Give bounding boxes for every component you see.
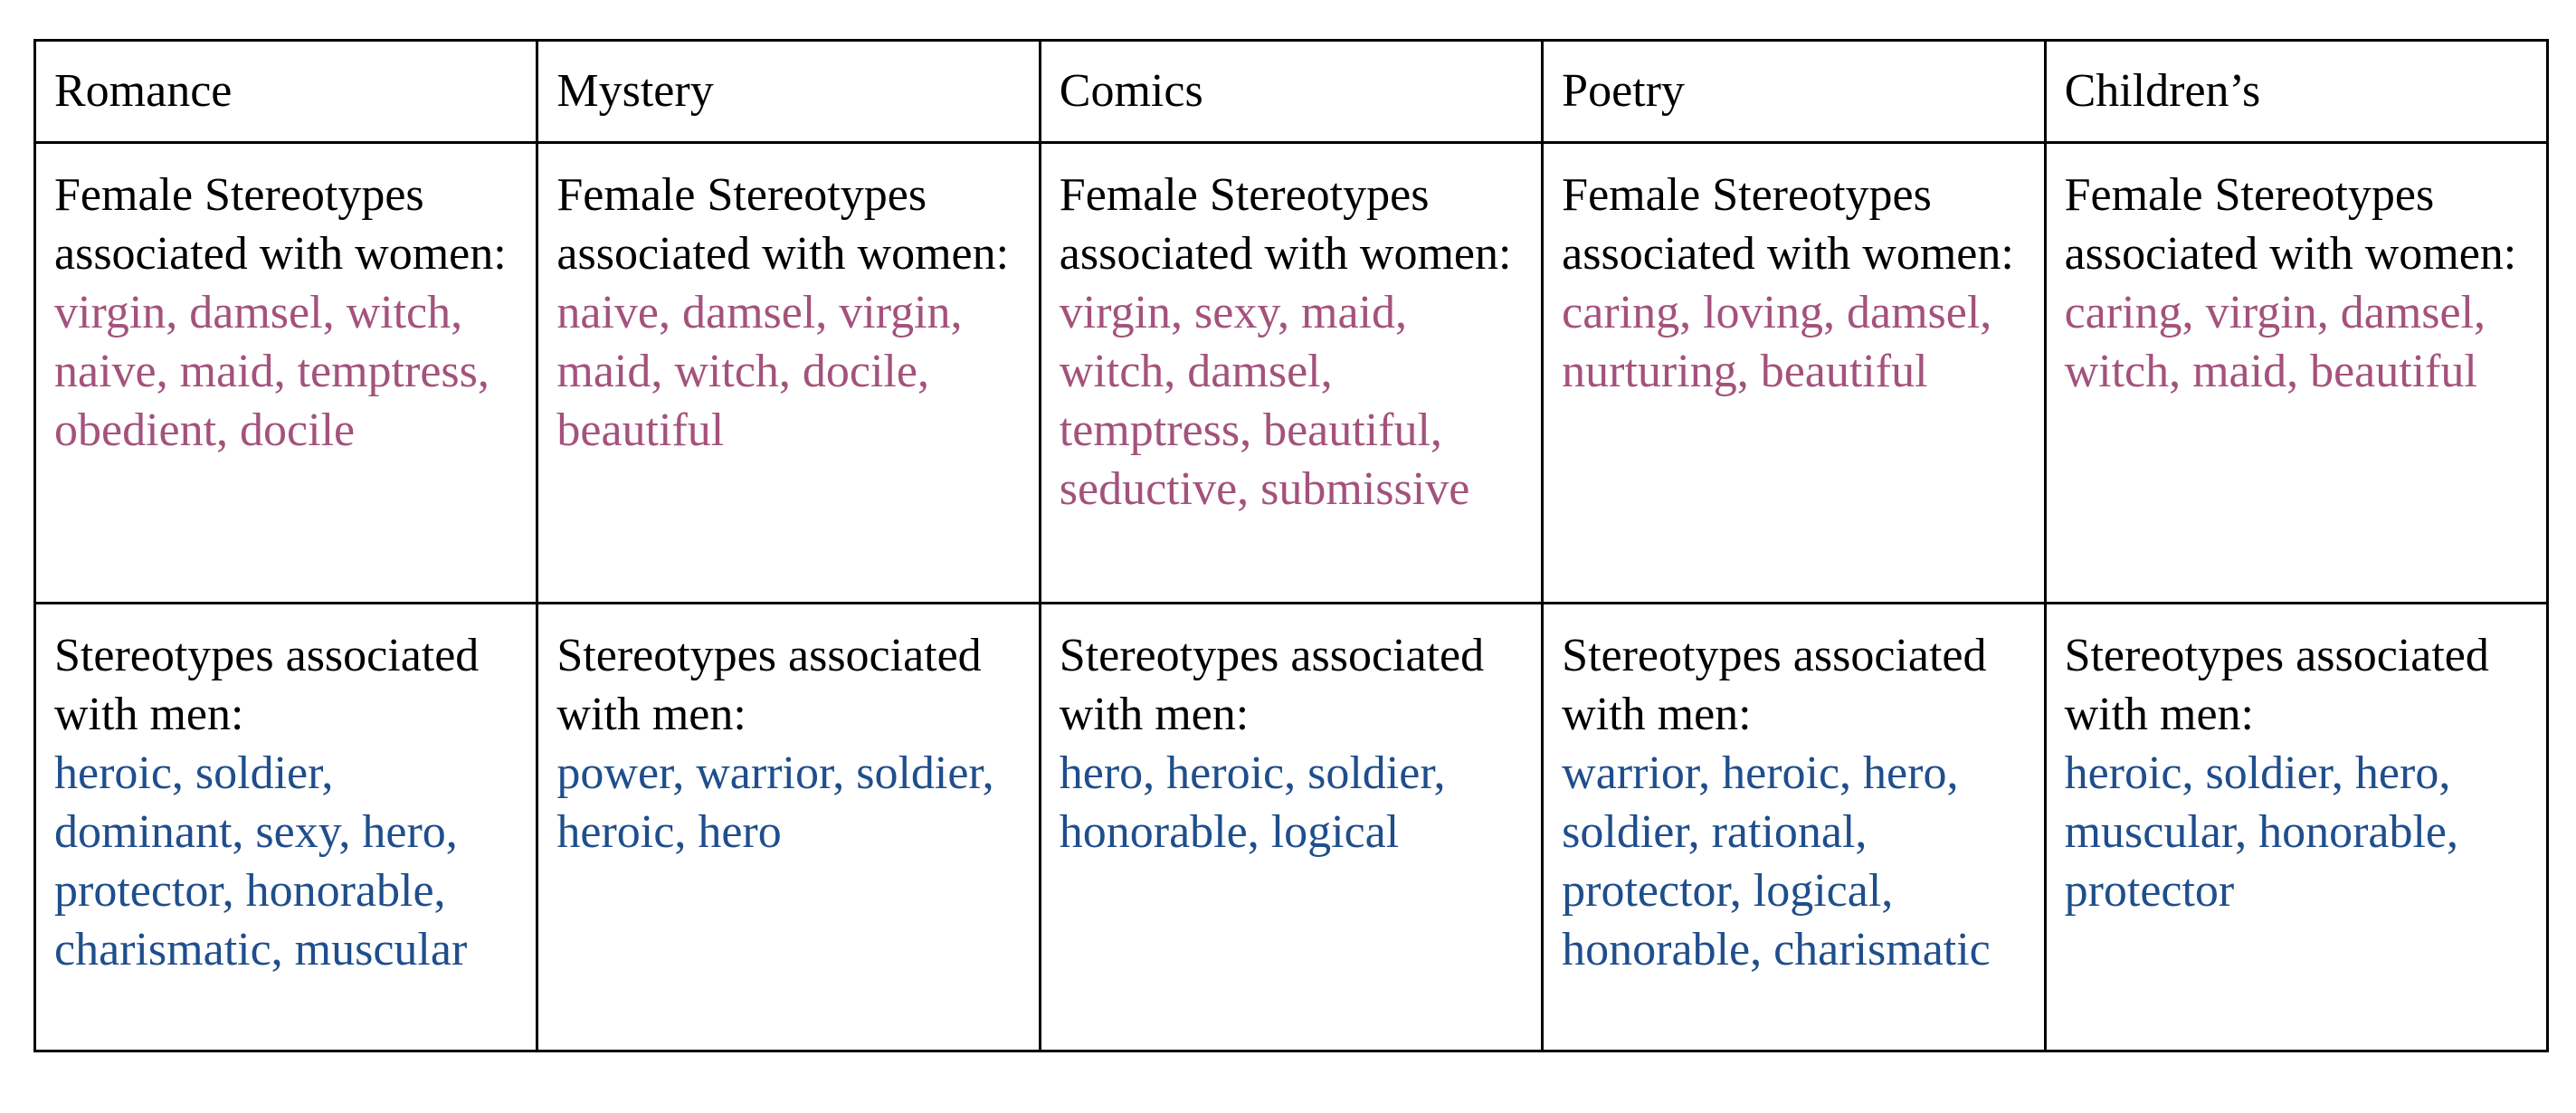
- male-stereotypes-cell: Stereotypes associated with men: hero, h…: [1038, 602, 1545, 1052]
- female-stereotype-terms: caring, loving, damsel, nurturing, beaut…: [1562, 287, 1992, 397]
- male-stereotypes-row: Stereotypes associated with men: heroic,…: [33, 602, 2550, 1052]
- female-stereotypes-label: Female Stereotypes associated with women…: [54, 169, 507, 280]
- male-stereotype-terms: heroic, soldier, dominant, sexy, hero, p…: [54, 747, 468, 975]
- male-stereotypes-cell: Stereotypes associated with men: power, …: [536, 602, 1041, 1052]
- female-stereotypes-label: Female Stereotypes associated with women…: [1562, 169, 2014, 280]
- male-stereotypes-cell: Stereotypes associated with men: warrior…: [1541, 602, 2047, 1052]
- male-stereotype-terms: power, warrior, soldier, heroic, hero: [556, 747, 994, 858]
- male-stereotype-terms: hero, heroic, soldier, honorable, logica…: [1059, 747, 1446, 858]
- male-stereotypes-label: Stereotypes associated with men:: [556, 630, 982, 740]
- female-stereotypes-label: Female Stereotypes associated with women…: [1059, 169, 1512, 280]
- male-stereotypes-label: Stereotypes associated with men:: [1562, 630, 1987, 740]
- stereotypes-table: Romance Mystery Comics Poetry Children’s…: [33, 39, 2550, 1052]
- genre-header-cell: Poetry: [1541, 39, 2047, 144]
- female-stereotypes-label: Female Stereotypes associated with women…: [2064, 169, 2517, 280]
- female-stereotype-terms: caring, virgin, damsel, witch, maid, bea…: [2064, 287, 2486, 397]
- genre-header-cell: Romance: [33, 39, 539, 144]
- female-stereotypes-row: Female Stereotypes associated with women…: [33, 141, 2550, 604]
- female-stereotypes-cell: Female Stereotypes associated with women…: [536, 141, 1041, 604]
- genre-header-cell: Children’s: [2043, 39, 2550, 144]
- female-stereotype-terms: virgin, sexy, maid, witch, damsel, tempt…: [1059, 287, 1470, 515]
- female-stereotypes-cell: Female Stereotypes associated with women…: [33, 141, 539, 604]
- male-stereotype-terms: heroic, soldier, hero, muscular, honorab…: [2064, 747, 2459, 917]
- genre-header-row: Romance Mystery Comics Poetry Children’s: [33, 39, 2550, 144]
- male-stereotypes-label: Stereotypes associated with men:: [2064, 630, 2489, 740]
- female-stereotypes-label: Female Stereotypes associated with women…: [556, 169, 1010, 280]
- female-stereotype-terms: naive, damsel, virgin, maid, witch, doci…: [556, 287, 963, 456]
- genre-header-cell: Mystery: [536, 39, 1041, 144]
- male-stereotypes-label: Stereotypes associated with men:: [54, 630, 480, 740]
- male-stereotypes-label: Stereotypes associated with men:: [1059, 630, 1485, 740]
- male-stereotypes-cell: Stereotypes associated with men: heroic,…: [2043, 602, 2550, 1052]
- female-stereotypes-cell: Female Stereotypes associated with women…: [2043, 141, 2550, 604]
- female-stereotypes-cell: Female Stereotypes associated with women…: [1541, 141, 2047, 604]
- female-stereotype-terms: virgin, damsel, witch, naive, maid, temp…: [54, 287, 490, 456]
- female-stereotypes-cell: Female Stereotypes associated with women…: [1038, 141, 1545, 604]
- genre-header-cell: Comics: [1038, 39, 1545, 144]
- male-stereotype-terms: warrior, heroic, hero, soldier, rational…: [1562, 747, 1991, 975]
- male-stereotypes-cell: Stereotypes associated with men: heroic,…: [33, 602, 539, 1052]
